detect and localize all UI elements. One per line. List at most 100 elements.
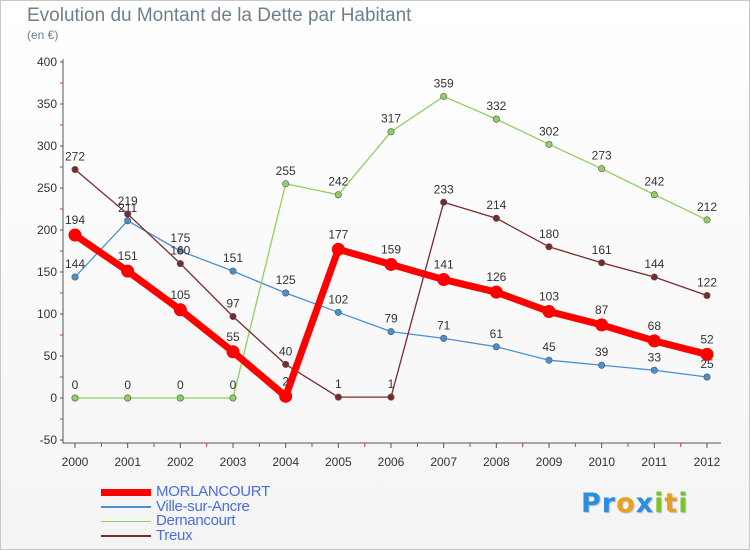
x-tick-label: 2010	[588, 455, 615, 469]
x-tick-label: 2008	[483, 455, 510, 469]
data-label-treux: 97	[226, 297, 240, 311]
data-label-ville-sur-ancre: 79	[384, 312, 398, 326]
data-label-morlancourt: 159	[381, 242, 401, 256]
data-point-treux	[229, 313, 237, 321]
y-tick-label: 250	[37, 181, 57, 195]
data-point-treux	[440, 198, 448, 206]
data-label-ville-sur-ancre: 61	[490, 327, 504, 341]
data-label-treux: 144	[644, 257, 664, 271]
data-label-treux: 233	[434, 182, 454, 196]
data-point-morlancourt	[121, 264, 135, 278]
data-point-dernancourt	[282, 180, 290, 188]
y-tick-label: -50	[40, 433, 58, 447]
data-label-ville-sur-ancre: 211	[118, 201, 137, 215]
data-point-dernancourt	[650, 191, 658, 199]
data-point-treux	[650, 273, 658, 281]
x-tick-label: 2003	[220, 455, 247, 469]
data-point-dernancourt	[176, 394, 184, 402]
data-point-ville-sur-ancre	[703, 373, 711, 381]
chart-subtitle: (en €)	[27, 28, 59, 42]
y-tick-label: 400	[37, 55, 57, 69]
logo-letter: t	[664, 488, 679, 519]
data-label-treux: 40	[279, 344, 293, 358]
data-label-treux: 219	[118, 194, 138, 208]
legend-label: Dernancourt	[156, 512, 236, 530]
data-point-treux	[703, 292, 711, 300]
data-label-ville-sur-ancre: 33	[648, 350, 662, 364]
data-point-ville-sur-ancre	[124, 217, 132, 225]
data-label-dernancourt: 302	[539, 124, 559, 138]
data-label-dernancourt: 212	[697, 200, 717, 214]
data-label-morlancourt: 2	[282, 374, 289, 388]
data-point-morlancourt	[279, 389, 293, 403]
data-label-treux: 1	[388, 377, 395, 391]
y-tick-label: 200	[37, 223, 57, 237]
x-tick-label: 2007	[430, 455, 457, 469]
data-point-morlancourt	[595, 318, 609, 332]
legend-item: MORLANCOURT	[101, 483, 270, 501]
data-label-dernancourt: 0	[177, 378, 184, 392]
data-point-treux	[492, 214, 500, 222]
proxiti-logo: Proxiti	[581, 488, 689, 519]
legend-item: Treux	[101, 526, 270, 544]
data-point-treux	[124, 210, 132, 218]
data-label-treux: 161	[592, 243, 612, 257]
data-label-treux: 180	[539, 227, 559, 241]
data-point-morlancourt	[384, 257, 398, 271]
data-point-treux	[545, 243, 553, 251]
legend: MORLANCOURT Ville-sur-Ancre Dernancourt Tre…	[101, 483, 270, 544]
legend-label: MORLANCOURT	[156, 483, 270, 501]
y-tick-label: 100	[37, 307, 57, 321]
data-point-morlancourt	[226, 345, 240, 359]
data-label-morlancourt: 141	[434, 258, 454, 272]
data-label-morlancourt: 177	[328, 227, 348, 241]
data-point-dernancourt	[229, 394, 237, 402]
y-tick-label: 0	[50, 391, 57, 405]
data-point-dernancourt	[703, 216, 711, 224]
data-point-morlancourt	[68, 228, 82, 242]
data-point-treux	[598, 259, 606, 267]
data-point-dernancourt	[598, 165, 606, 173]
data-label-morlancourt: 52	[700, 332, 714, 346]
data-point-dernancourt	[71, 394, 79, 402]
data-point-treux	[334, 393, 342, 401]
data-label-morlancourt: 151	[118, 249, 138, 263]
legend-item: Ville-sur-Ancre	[101, 499, 270, 515]
data-label-ville-sur-ancre: 71	[437, 318, 451, 332]
chart-title: Evolution du Montant de la Dette par Hab…	[27, 5, 412, 26]
y-tick-label: 50	[44, 349, 58, 363]
legend-item: Dernancourt	[101, 512, 270, 530]
data-label-treux: 1	[335, 377, 342, 391]
legend-label: Treux	[156, 526, 193, 544]
data-label-ville-sur-ancre: 151	[223, 251, 243, 265]
logo-letter: x	[635, 488, 655, 519]
series-line-treux	[74, 168, 708, 398]
data-point-morlancourt	[647, 334, 661, 348]
data-point-ville-sur-ancre	[282, 289, 290, 297]
data-point-ville-sur-ancre	[598, 361, 606, 369]
data-label-ville-sur-ancre: 144	[65, 257, 85, 271]
data-point-treux	[282, 360, 290, 368]
y-tick-label: 150	[37, 265, 57, 279]
data-label-treux: 160	[170, 244, 190, 258]
y-tick-label: 350	[37, 97, 57, 111]
data-point-ville-sur-ancre	[545, 356, 553, 364]
data-label-morlancourt: 103	[539, 289, 559, 303]
data-label-dernancourt: 273	[592, 149, 612, 163]
data-point-morlancourt	[173, 303, 187, 317]
legend-swatch	[101, 506, 151, 508]
data-label-ville-sur-ancre: 175	[170, 231, 190, 245]
data-label-dernancourt: 332	[486, 99, 506, 113]
data-point-ville-sur-ancre	[229, 267, 237, 275]
data-label-dernancourt: 317	[381, 112, 401, 126]
data-point-morlancourt	[489, 285, 503, 299]
data-label-dernancourt: 0	[72, 378, 79, 392]
x-tick-label: 2006	[378, 455, 405, 469]
logo-letter: i	[654, 488, 665, 519]
data-label-dernancourt: 255	[276, 164, 296, 178]
data-label-ville-sur-ancre: 39	[595, 345, 609, 359]
data-point-morlancourt	[700, 347, 714, 361]
data-point-ville-sur-ancre	[492, 343, 500, 351]
data-point-dernancourt	[440, 92, 448, 100]
